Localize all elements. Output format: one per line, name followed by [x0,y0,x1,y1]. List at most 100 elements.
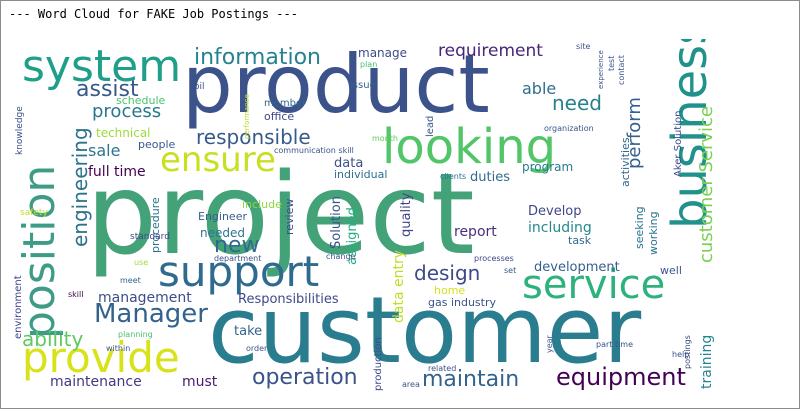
word-management: management [98,290,192,306]
word-support: support [158,247,320,296]
word-system: system [22,41,182,92]
word-sale: sale [88,141,121,160]
word-review: review [283,198,296,235]
word-people: people [138,138,176,151]
word-lead: lead [425,115,436,137]
word-order: order [246,344,268,353]
word-postings: postings [683,335,692,369]
word-looking: looking [382,119,557,175]
word-Responsibilities: Responsibilities [238,292,339,307]
word-data-entry: data entry [391,249,407,323]
word-activities: activities [619,137,632,187]
word-position: position [14,164,65,339]
word-standard: standard [130,232,170,242]
word-project: project [86,150,475,280]
word-office: office [264,110,295,123]
word-process: process [92,101,162,122]
word-design: design [414,261,481,285]
word-full-time: full time [88,164,146,180]
word-site: site [576,42,591,51]
word-service: service [522,262,666,308]
word-operation: operation [252,365,358,390]
word-environment: environment [14,275,24,339]
word-customer-service: customer Service [696,105,716,263]
word-assist: assist [76,77,139,102]
word-need: need [552,91,602,115]
word-schedule: schedule [116,94,166,107]
word-responsible: responsible [196,125,311,149]
word-seeking: seeking [633,206,646,249]
word-change: change [326,252,356,261]
word-related: related [428,364,457,373]
word-well: well [660,264,682,277]
word-skill: skill [68,290,84,299]
word-oil: oil [194,82,205,92]
cell-output-title: --- Word Cloud for FAKE Job Postings --- [9,7,298,21]
word-include: include [242,198,282,211]
word-communication-skill: communication skill [274,146,354,155]
word-ability: ability [22,327,84,351]
word-task: task [568,234,592,247]
word-processes: processes [474,254,514,263]
word-provide: provide [22,333,180,382]
word-gas-industry: gas industry [428,296,497,309]
word-contact: contact [617,55,626,85]
word-report: report [454,224,497,240]
word-Develop: Develop [528,204,582,219]
word-customer: customer [208,277,642,384]
word-Engineer: Engineer [198,210,247,223]
word-maintain: maintain [422,367,520,391]
word-equipment: equipment [556,363,686,391]
word-use: use [134,258,149,267]
word-Aker-Solution: Aker Solution [673,110,684,177]
word-organization: organization [544,124,594,133]
word-area: area [402,380,420,389]
word-department: department [214,254,262,263]
word-safety: safety [20,208,48,218]
word-technical: technical [96,126,151,140]
word-individual: individual [334,168,388,181]
word-planning: planning [118,330,153,339]
word-within: within [106,344,131,353]
word-development: development [534,260,620,275]
word-clients: clients [440,172,467,181]
word-product: product [182,39,490,131]
word-data: data [334,156,364,171]
word-requirement: requirement [438,41,543,61]
word-ensure: ensure [160,140,276,180]
word-part-time: part time [596,340,634,349]
word-set: set [504,266,517,275]
word-meet: meet [120,276,141,285]
word-maintenance: maintenance [50,374,142,390]
word-including: including [528,220,592,236]
word-working: working [647,211,660,255]
word-engineering: engineering [68,127,92,247]
word-knowledge: knowledge [15,106,25,155]
word-program: program [522,160,574,174]
word-production: production [373,337,384,391]
word-information: information [194,45,321,70]
word-member: member [264,98,307,109]
word-new: new [214,233,260,258]
word-plan: plan [360,60,378,69]
word-year: year [545,335,554,353]
word-quality: quality [399,192,414,237]
word-issue: issue [350,80,376,91]
word-performance: performance [243,94,251,139]
word-cloud: project customer product support positio… [14,39,716,391]
word-experience: experience [597,50,605,89]
word-training: training [699,334,715,389]
word-home: home [434,284,466,297]
word-must: must [182,374,218,390]
word-Solution: Solution [329,196,344,249]
word-manage: manage [358,46,408,60]
word-procedure: procedure [149,197,162,253]
word-able: able [522,79,557,98]
word-month: month [372,134,398,143]
word-Manager: Manager [94,299,208,329]
word-needed: needed [200,226,245,240]
word-duties: duties [470,170,510,185]
word-take: take [234,324,263,339]
word-test: test [607,55,616,71]
